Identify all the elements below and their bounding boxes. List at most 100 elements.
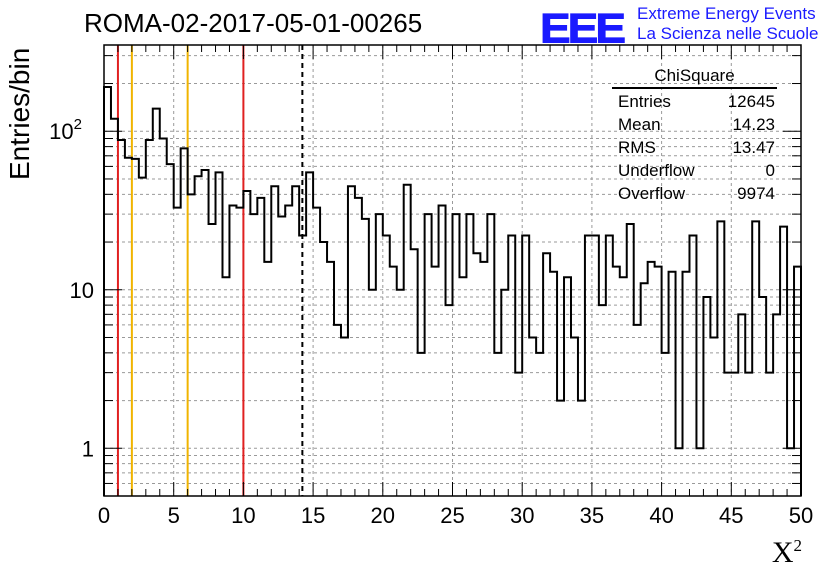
histogram-bin (320, 242, 327, 496)
histogram-bin (299, 235, 306, 496)
histogram-bin (599, 305, 606, 496)
histogram-bin (264, 262, 271, 496)
histogram-bin (146, 140, 153, 496)
histogram-bin (710, 337, 717, 496)
y-tick-labels: 1 10 102 (49, 116, 94, 461)
histogram-bin (592, 235, 599, 496)
histogram-bin (439, 206, 446, 496)
stats-value: 9974 (737, 184, 775, 203)
histogram-bin (494, 353, 501, 496)
x-tick-label: 30 (510, 503, 534, 528)
logo-text-line-1: Extreme Energy Events (637, 4, 816, 23)
histogram-bin (404, 185, 411, 496)
histogram-bin (696, 448, 703, 496)
stats-label: Overflow (618, 184, 686, 203)
histogram-bin (522, 235, 529, 496)
histogram-bin (536, 353, 543, 496)
histogram-bin (397, 290, 404, 496)
histogram-bin (641, 283, 648, 496)
histogram-bin (759, 297, 766, 496)
histogram-bin (390, 267, 397, 496)
histogram-bin (731, 373, 738, 496)
histogram-bin (292, 186, 299, 496)
y-tick-label: 102 (49, 116, 82, 144)
histogram-bin (257, 198, 264, 496)
chart-title: ROMA-02-2017-05-01-00265 (84, 8, 423, 38)
x-tick-label: 40 (649, 503, 673, 528)
histogram-bin (285, 206, 292, 496)
histogram-bin (773, 314, 780, 496)
histogram-bin (627, 224, 634, 496)
stats-row-rms: RMS 13.47 (612, 136, 777, 159)
histogram-bin (195, 176, 202, 496)
histogram-bin (550, 272, 557, 496)
logo-text-line-2: La Scienza nelle Scuole (637, 24, 819, 43)
histogram-bin (459, 277, 466, 496)
stats-label: Underflow (618, 161, 695, 180)
histogram-bin (487, 214, 494, 496)
stats-box-title: ChiSquare (612, 66, 777, 89)
histogram-bin (557, 401, 564, 496)
histogram-bin (480, 262, 487, 496)
x-axis-label-superscript: 2 (793, 536, 803, 555)
histogram-bin (376, 214, 383, 496)
histogram-outline (103, 86, 802, 496)
histogram-bin (411, 249, 418, 496)
y-tick-label: 10 (70, 278, 94, 303)
histogram-bin (453, 214, 460, 496)
histogram-bin (724, 373, 731, 496)
x-tick-label: 10 (231, 503, 255, 528)
histogram-bin (160, 138, 167, 496)
histogram-bin (111, 119, 118, 496)
histogram-bin (174, 208, 181, 496)
histogram-bin (578, 401, 585, 496)
stats-row-underflow: Underflow 0 (612, 159, 777, 182)
histogram-bin (306, 172, 313, 496)
x-tick-label: 15 (301, 503, 325, 528)
histogram-bin (139, 178, 146, 496)
histogram-bin (738, 314, 745, 496)
axis-ticks (103, 45, 802, 496)
histogram-bin (794, 267, 801, 496)
histogram-bin (780, 227, 787, 496)
histogram-bin (118, 140, 125, 496)
histogram-bin (446, 305, 453, 496)
histogram-bin (153, 109, 160, 496)
histogram-bin (271, 186, 278, 496)
histogram-bin (676, 448, 683, 496)
histogram-bin (466, 214, 473, 496)
stats-value: 13.47 (732, 138, 775, 157)
histogram-bin (717, 221, 724, 496)
histogram-bin (222, 277, 229, 496)
stats-box: ChiSquare Entries 12645 Mean 14.23 RMS 13.4… (612, 66, 777, 205)
y-tick-label: 1 (82, 436, 94, 461)
histogram-bin (508, 235, 515, 496)
histogram-bin (167, 164, 174, 496)
stats-label: RMS (618, 138, 656, 157)
histogram-bin (766, 373, 773, 496)
histogram-bin (703, 297, 710, 496)
histogram-bin (752, 221, 759, 496)
histogram-bin (229, 206, 236, 496)
histogram-bin (188, 194, 195, 496)
x-tick-label: 25 (440, 503, 464, 528)
histogram-bin (543, 253, 550, 496)
histogram-bin (383, 235, 390, 496)
histogram-bin (745, 373, 752, 496)
x-tick-labels: 0 5 10 15 20 25 30 35 40 45 50 (98, 503, 813, 528)
histogram-bin (250, 214, 257, 496)
histogram-bin (418, 353, 425, 496)
histogram-bin (425, 214, 432, 496)
histogram-bin (515, 373, 522, 496)
x-tick-label: 45 (719, 503, 743, 528)
histogram-bin (104, 87, 111, 496)
histogram-bin (181, 148, 188, 496)
stats-label: Mean (618, 115, 661, 134)
stats-value: 0 (765, 161, 775, 180)
histogram-bin (655, 267, 662, 496)
histogram-bin (348, 186, 355, 496)
histogram-bin (202, 170, 209, 496)
histogram-bin (341, 337, 348, 496)
x-axis-label: X2 (772, 536, 802, 570)
